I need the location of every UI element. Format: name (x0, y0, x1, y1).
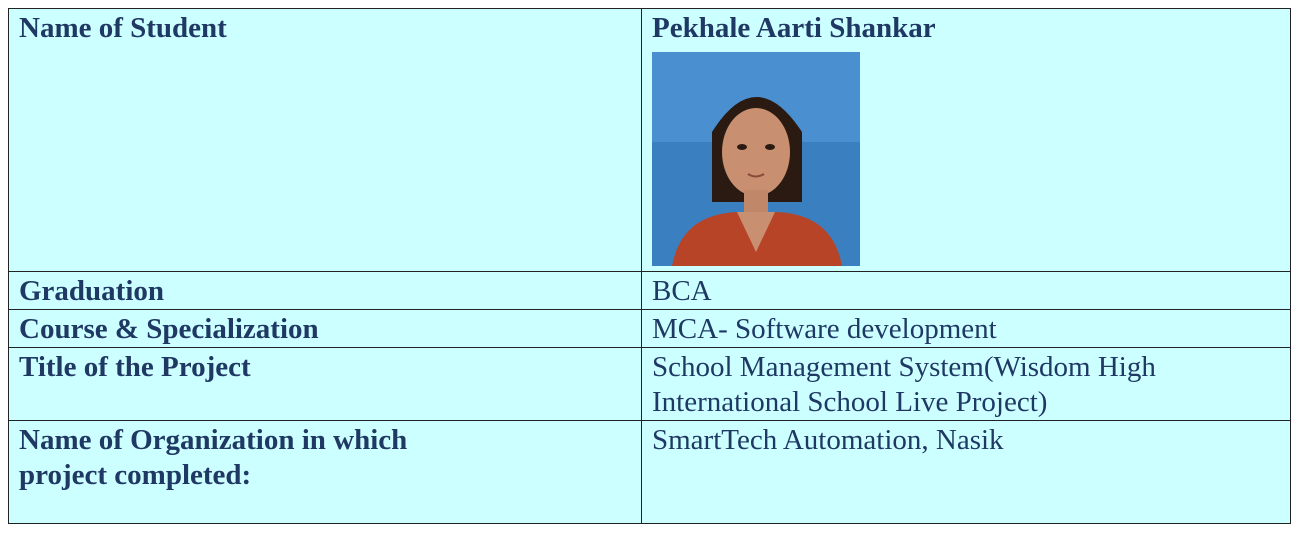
label: Course & Specialization (19, 313, 319, 345)
label: Graduation (19, 275, 165, 307)
value: School Management System(Wisdom High Int… (652, 351, 1156, 418)
value-cell: SmartTech Automation, Nasik (641, 420, 1291, 524)
student-photo (652, 52, 860, 266)
value: SmartTech Automation, Nasik (652, 424, 1004, 456)
value-cell: BCA (641, 271, 1291, 310)
value-cell: School Management System(Wisdom High Int… (641, 347, 1291, 421)
value: MCA- Software development (652, 313, 997, 345)
student-table: Name of Student Pekhale Aarti Shankar Gr… (8, 8, 1291, 524)
label-cell: Graduation (8, 271, 642, 310)
row: Course & Specialization MCA- Software de… (8, 309, 1291, 348)
row: Name of Organization in which project co… (8, 420, 1291, 524)
row: Graduation BCA (8, 271, 1291, 310)
label: Title of the Project (19, 351, 251, 383)
row: Name of Student Pekhale Aarti Shankar (8, 8, 1291, 272)
label-cell: Name of Student (8, 8, 642, 272)
label: Name of Student (19, 12, 227, 44)
value: Pekhale Aarti Shankar (652, 12, 936, 44)
label-cell: Course & Specialization (8, 309, 642, 348)
label-cell: Title of the Project (8, 347, 642, 421)
value-cell: MCA- Software development (641, 309, 1291, 348)
label-cell: Name of Organization in which project co… (8, 420, 642, 524)
label: Name of Organization in which project co… (19, 424, 408, 491)
value-cell: Pekhale Aarti Shankar (641, 8, 1291, 272)
row: Title of the Project School Management S… (8, 347, 1291, 421)
value: BCA (652, 275, 712, 307)
